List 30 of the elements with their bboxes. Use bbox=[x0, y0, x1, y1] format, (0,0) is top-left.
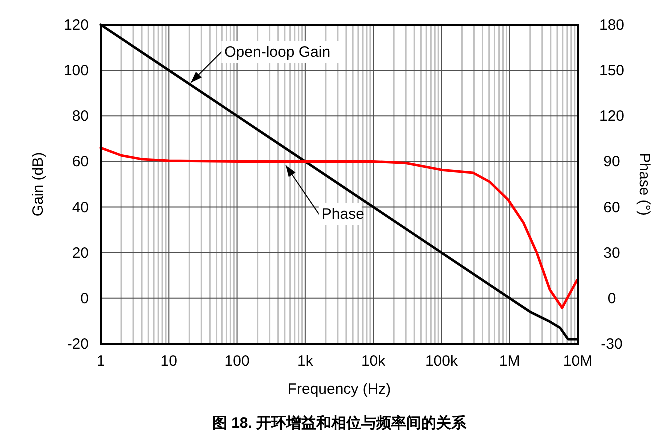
y2-tick-label: 0 bbox=[608, 290, 616, 308]
y-tick-label: 120 bbox=[64, 17, 89, 34]
y2-tick-label: 150 bbox=[599, 62, 625, 80]
y-tick-label: -20 bbox=[67, 336, 89, 353]
y-tick-label: 0 bbox=[80, 290, 89, 308]
y-tick-label: 40 bbox=[72, 199, 89, 216]
y2-axis-title: Phase (°) bbox=[636, 153, 653, 216]
y-tick-label: 100 bbox=[64, 62, 89, 80]
x-tick-label: 100 bbox=[224, 353, 250, 370]
y2-tick-label: 60 bbox=[604, 199, 620, 216]
y-tick-label: 20 bbox=[72, 244, 89, 262]
y2-tick-label: -30 bbox=[601, 336, 623, 353]
x-axis-title: Frequency (Hz) bbox=[288, 381, 392, 398]
x-tick-label: 10k bbox=[361, 353, 386, 370]
x-tick-label: 100k bbox=[425, 353, 458, 370]
y-axis-title: Gain (dB) bbox=[30, 152, 47, 217]
x-tick-label: 1 bbox=[96, 353, 106, 370]
y2-tick-label: 30 bbox=[604, 244, 620, 262]
y-tick-label: 80 bbox=[72, 108, 89, 126]
y2-tick-label: 180 bbox=[599, 17, 625, 34]
x-tick-label: 10M bbox=[563, 353, 593, 370]
annotation: Open-loop Gain bbox=[224, 44, 331, 62]
caption: 图 18. 开环增益和相位与频率间的关系 bbox=[212, 414, 468, 432]
y-tick-label: 60 bbox=[72, 154, 89, 171]
x-tick-label: 1M bbox=[499, 353, 520, 370]
y2-tick-label: 120 bbox=[599, 108, 625, 126]
x-tick-label: 1k bbox=[298, 353, 314, 370]
annotation: Phase bbox=[322, 206, 364, 223]
x-tick-label: 10 bbox=[160, 353, 178, 370]
y2-tick-label: 90 bbox=[604, 154, 620, 171]
